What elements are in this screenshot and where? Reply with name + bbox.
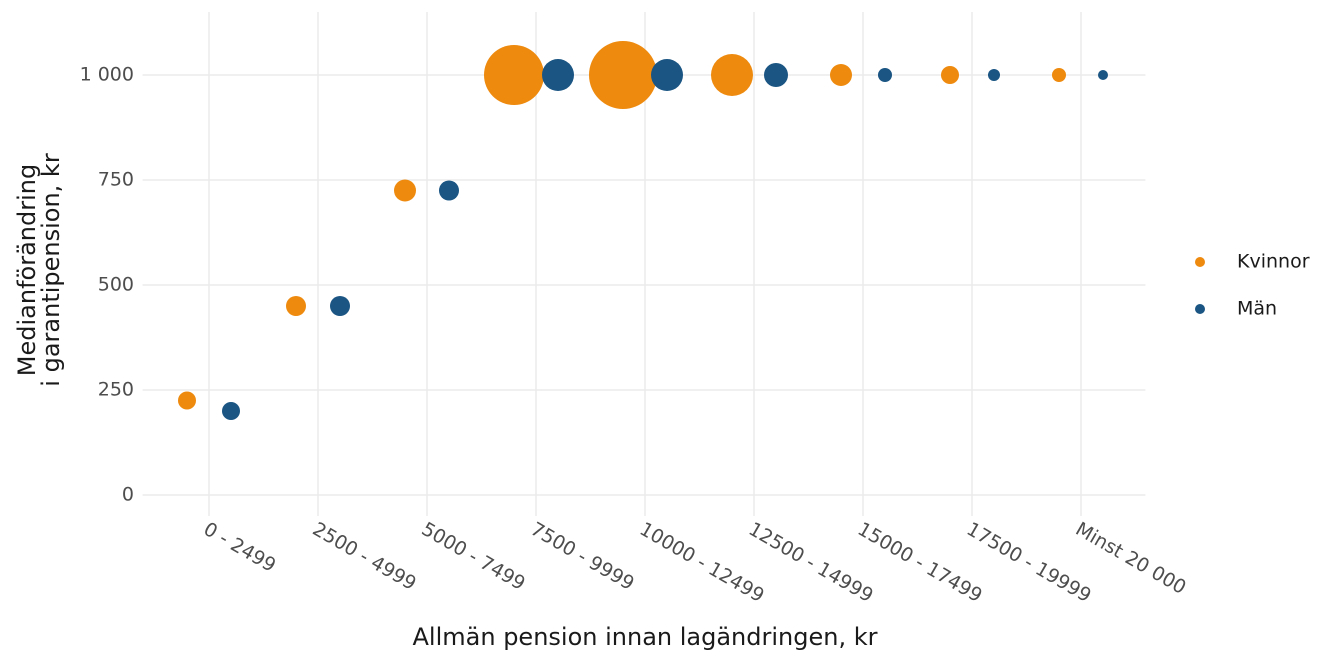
- y-tick-label: 250: [98, 379, 134, 401]
- x-tick-label: 5000 - 7499: [418, 518, 529, 595]
- bubble: [1052, 68, 1066, 82]
- y-axis-title: Medianförändring: [13, 164, 41, 376]
- bubble: [222, 402, 240, 420]
- legend-marker: [1195, 257, 1205, 267]
- bubble: [941, 66, 959, 84]
- x-tick-label: 0 - 2499: [200, 518, 280, 577]
- bubble: [484, 45, 544, 105]
- y-tick-label: 750: [98, 169, 134, 191]
- bubble: [439, 180, 459, 201]
- x-tick-label: 2500 - 4999: [309, 518, 420, 595]
- bubble: [394, 179, 416, 202]
- bubble: [178, 391, 196, 410]
- bubble: [651, 59, 683, 91]
- bubble: [330, 296, 350, 316]
- bubble: [830, 64, 852, 86]
- y-tick-label: 500: [98, 274, 134, 296]
- bubble: [589, 41, 657, 109]
- bubble: [764, 63, 788, 87]
- bubble: [878, 68, 892, 82]
- legend-marker: [1195, 304, 1205, 314]
- bubble: [286, 296, 306, 316]
- y-axis-title: i garantipension, kr: [37, 153, 65, 387]
- legend-label: Män: [1237, 298, 1277, 320]
- bubble: [988, 69, 1000, 81]
- bubble: [1098, 70, 1108, 80]
- y-tick-label: 0: [122, 484, 134, 506]
- legend-label: Kvinnor: [1237, 251, 1310, 273]
- bubble: [542, 59, 574, 91]
- bubble: [711, 54, 753, 96]
- x-axis-title: Allmän pension innan lagändringen, kr: [413, 623, 878, 651]
- x-tick-label: 7500 - 9999: [527, 518, 638, 595]
- y-tick-label: 1 000: [80, 64, 134, 86]
